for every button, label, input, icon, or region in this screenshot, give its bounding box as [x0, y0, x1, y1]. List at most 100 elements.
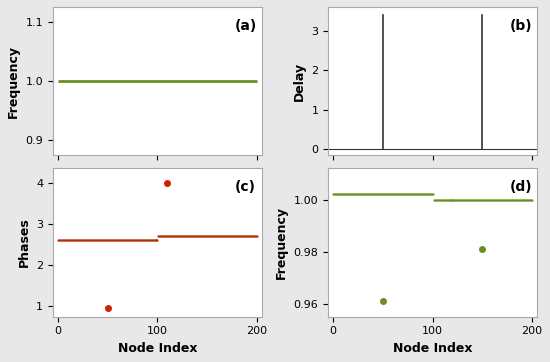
- Point: [59, 237, 68, 243]
- Point: [486, 197, 494, 203]
- Point: [521, 197, 530, 203]
- Point: [344, 191, 353, 197]
- Point: [504, 197, 513, 203]
- Point: [449, 197, 458, 203]
- Point: [448, 197, 457, 203]
- Point: [75, 237, 84, 243]
- Point: [197, 233, 206, 239]
- Point: [91, 237, 100, 243]
- Point: [339, 191, 348, 197]
- Point: [423, 191, 432, 197]
- Point: [334, 191, 343, 197]
- Point: [345, 191, 354, 197]
- Point: [124, 237, 133, 243]
- Point: [512, 197, 521, 203]
- Point: [371, 191, 380, 197]
- Point: [338, 191, 346, 197]
- Point: [411, 191, 420, 197]
- Point: [340, 191, 349, 197]
- Point: [192, 233, 201, 239]
- Point: [366, 191, 375, 197]
- Point: [472, 197, 481, 203]
- Point: [187, 233, 196, 239]
- Point: [354, 191, 362, 197]
- Point: [162, 233, 171, 239]
- Point: [404, 191, 413, 197]
- Point: [207, 233, 216, 239]
- Point: [450, 197, 459, 203]
- Point: [107, 237, 116, 243]
- Point: [104, 237, 113, 243]
- Point: [190, 233, 199, 239]
- Point: [149, 237, 158, 243]
- Point: [221, 233, 229, 239]
- Point: [329, 191, 338, 197]
- Point: [356, 191, 365, 197]
- Point: [217, 233, 226, 239]
- Point: [106, 237, 115, 243]
- Point: [469, 197, 478, 203]
- Point: [216, 233, 224, 239]
- Point: [465, 197, 474, 203]
- Point: [111, 237, 119, 243]
- Point: [420, 191, 429, 197]
- Point: [358, 191, 366, 197]
- Point: [402, 191, 411, 197]
- Point: [229, 233, 238, 239]
- Point: [252, 233, 261, 239]
- X-axis label: Node Index: Node Index: [393, 342, 472, 355]
- Point: [370, 191, 378, 197]
- Point: [464, 197, 473, 203]
- Point: [502, 197, 510, 203]
- Point: [384, 191, 393, 197]
- Point: [181, 233, 190, 239]
- Point: [386, 191, 394, 197]
- Point: [155, 233, 164, 239]
- Point: [241, 233, 250, 239]
- Point: [158, 233, 167, 239]
- Point: [351, 191, 360, 197]
- Point: [123, 237, 132, 243]
- Point: [451, 197, 460, 203]
- Point: [371, 191, 380, 197]
- Point: [429, 197, 438, 203]
- Point: [170, 233, 179, 239]
- Point: [201, 233, 210, 239]
- Point: [133, 237, 142, 243]
- Point: [483, 197, 492, 203]
- Point: [226, 233, 234, 239]
- Point: [491, 197, 500, 203]
- Point: [501, 197, 510, 203]
- Point: [503, 197, 512, 203]
- Point: [82, 237, 91, 243]
- Point: [232, 233, 240, 239]
- Point: [458, 197, 467, 203]
- Point: [473, 197, 482, 203]
- Point: [89, 237, 97, 243]
- Point: [159, 233, 168, 239]
- Point: [397, 191, 406, 197]
- Point: [414, 191, 423, 197]
- Point: [489, 197, 498, 203]
- Point: [416, 191, 425, 197]
- Point: [206, 233, 214, 239]
- Point: [402, 191, 410, 197]
- Point: [60, 237, 69, 243]
- Point: [122, 237, 131, 243]
- Point: [425, 191, 434, 197]
- Point: [108, 237, 117, 243]
- Point: [365, 191, 373, 197]
- Point: [516, 197, 525, 203]
- Point: [151, 237, 160, 243]
- Point: [238, 233, 246, 239]
- Point: [165, 233, 174, 239]
- Point: [210, 233, 219, 239]
- Point: [457, 197, 466, 203]
- Point: [376, 191, 384, 197]
- Point: [426, 191, 435, 197]
- Point: [100, 237, 108, 243]
- Point: [184, 233, 192, 239]
- Point: [153, 237, 162, 243]
- Point: [154, 233, 163, 239]
- Point: [65, 237, 74, 243]
